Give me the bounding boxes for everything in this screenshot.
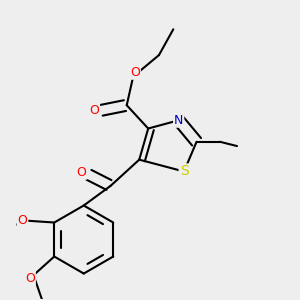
Text: O: O [17, 214, 27, 226]
Text: N: N [174, 114, 183, 127]
Text: O: O [89, 104, 99, 117]
Text: S: S [180, 164, 188, 178]
Text: O: O [25, 272, 35, 284]
Text: O: O [130, 66, 140, 79]
Text: O: O [77, 166, 86, 179]
